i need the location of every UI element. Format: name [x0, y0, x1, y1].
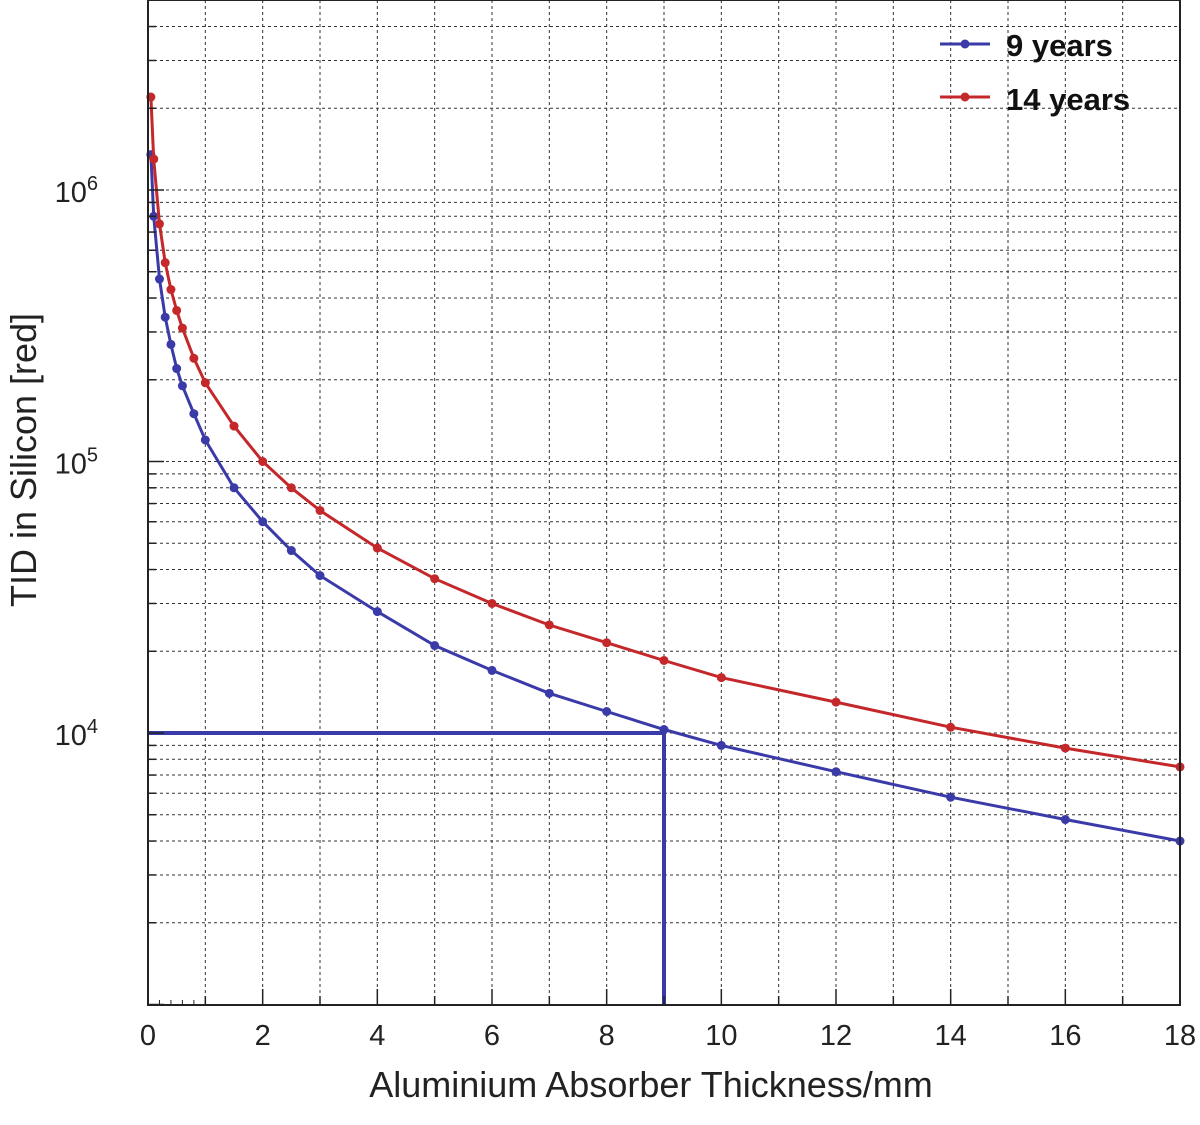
- series-14-years: [146, 92, 1185, 772]
- data-point: [1060, 815, 1070, 825]
- y-tick-label: 104: [55, 716, 98, 752]
- reference-lines: [148, 731, 666, 1005]
- data-point: [315, 571, 325, 581]
- data-point: [160, 258, 170, 268]
- data-point: [659, 655, 669, 665]
- data-point: [544, 620, 554, 630]
- data-point: [160, 312, 170, 322]
- y-tick-label: 105: [55, 445, 98, 481]
- x-tick-label: 16: [1049, 1020, 1081, 1052]
- data-point: [177, 323, 187, 333]
- x-tick-label: 0: [140, 1020, 156, 1052]
- x-tick-label: 12: [820, 1020, 852, 1052]
- x-tick-label: 6: [484, 1020, 500, 1052]
- x-tick-label: 14: [935, 1020, 967, 1052]
- data-point: [154, 274, 164, 284]
- data-point: [544, 688, 554, 698]
- data-point: [258, 517, 268, 527]
- data-point: [172, 305, 182, 315]
- legend-label-14-years: 14 years: [1006, 82, 1130, 117]
- data-point: [189, 409, 199, 419]
- data-point: [831, 697, 841, 707]
- data-point: [258, 457, 268, 466]
- legend: 9 years 14 years: [940, 28, 1130, 117]
- series-layer: [146, 92, 1185, 846]
- x-tick-label: 4: [369, 1020, 385, 1052]
- grid: [148, 0, 1180, 1005]
- x-axis-title: Aluminium Absorber Thickness/mm: [369, 1064, 933, 1105]
- data-point: [166, 339, 176, 349]
- x-axis: 0 2 4 6 8 10 12 14 16 18: [140, 989, 1196, 1052]
- data-point: [172, 364, 182, 374]
- data-point: [149, 154, 159, 164]
- series-line: [149, 96, 1181, 769]
- data-point: [154, 219, 164, 229]
- data-point: [602, 707, 612, 717]
- x-tick-label: 8: [599, 1020, 615, 1052]
- data-point: [946, 792, 956, 802]
- data-point: [602, 638, 612, 648]
- data-point: [286, 546, 296, 556]
- data-point: [487, 598, 497, 608]
- data-point: [430, 574, 440, 584]
- data-point: [831, 767, 841, 777]
- data-point: [200, 378, 210, 388]
- data-point: [372, 543, 382, 553]
- data-point: [229, 483, 239, 493]
- x-tick-label: 2: [255, 1020, 271, 1052]
- data-point: [200, 435, 210, 445]
- data-point: [716, 740, 726, 750]
- data-point: [946, 722, 956, 732]
- data-point: [659, 725, 669, 735]
- legend-marker-14-years: [960, 92, 970, 102]
- data-point: [166, 285, 176, 295]
- data-point: [430, 641, 440, 651]
- y-axis: 104 105 106: [55, 0, 164, 1006]
- data-point: [286, 483, 296, 493]
- legend-marker-9-years: [960, 39, 970, 49]
- legend-label-9-years: 9 years: [1006, 28, 1113, 63]
- y-tick-label: 106: [55, 173, 98, 209]
- data-point: [487, 665, 497, 675]
- data-point: [315, 505, 325, 515]
- data-point: [372, 607, 382, 617]
- data-point: [177, 381, 187, 391]
- data-point: [716, 673, 726, 683]
- data-point: [1060, 743, 1070, 753]
- x-tick-label: 18: [1164, 1020, 1196, 1052]
- data-point: [189, 353, 199, 363]
- series-line: [149, 154, 1181, 843]
- x-tick-label: 10: [705, 1020, 737, 1052]
- y-axis-title: TID in Silicon [red]: [3, 313, 44, 607]
- data-point: [229, 421, 239, 431]
